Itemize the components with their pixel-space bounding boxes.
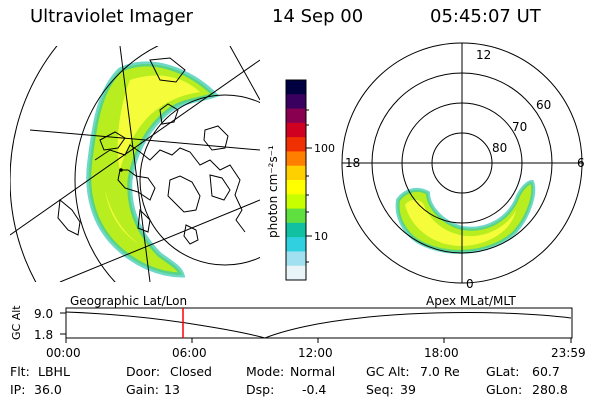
info-glat-label: GLat:	[486, 364, 520, 379]
colorbar: 100 10 photon cm⁻²s⁻¹	[266, 79, 335, 281]
colorbar-tick-10: 10	[314, 230, 328, 243]
colorbar-stripe	[286, 251, 306, 267]
info-seq-label: Seq:	[366, 382, 394, 397]
timeline-xtick-1800: 18:00	[424, 346, 459, 360]
info-gcalt-label: GC Alt:	[366, 364, 410, 379]
colorbar-stripe	[286, 180, 306, 195]
mlt-12-label: 12	[476, 48, 491, 62]
info-dsp-label: Dsp:	[246, 382, 275, 397]
timeline-xtick-1200: 12:00	[298, 346, 333, 360]
info-door-label: Door:	[126, 364, 161, 379]
mlat-70-label: 70	[512, 120, 527, 134]
info-ip-label: IP:	[10, 382, 26, 397]
info-flt-label: Flt:	[10, 364, 30, 379]
info-flt-value: LBHL	[38, 364, 70, 379]
altitude-timeline: GC Alt 9.0 1.8 00:00 06:00 12:00 18:00 2…	[10, 305, 586, 360]
colorbar-unit-label: photon cm⁻²s⁻¹	[266, 145, 280, 238]
date-label: 14 Sep 00	[272, 6, 364, 27]
info-mode-label: Mode:	[246, 364, 285, 379]
colorbar-stripe	[286, 151, 306, 167]
colorbar-tick-100: 100	[314, 142, 335, 155]
info-gcalt-value: 7.0 Re	[420, 364, 460, 379]
colorbar-stripe	[286, 208, 306, 224]
colorbar-stripe	[286, 237, 306, 252]
timeline-ytick-9: 9.0	[34, 307, 53, 321]
info-dsp-value: -0.4	[302, 382, 327, 397]
colorbar-stripe	[286, 265, 306, 281]
info-door-value: Closed	[170, 364, 212, 379]
info-ip-value: 36.0	[34, 382, 62, 397]
timeline-ytick-1-8: 1.8	[34, 328, 53, 342]
timeline-xtick-2359: 23:59	[551, 346, 586, 360]
timeline-ylabel: GC Alt	[10, 305, 23, 340]
altitude-curve	[65, 311, 572, 339]
apex-caption: Apex MLat/MLT	[426, 294, 516, 308]
polar-plot: 12 18 6 0 60 70 80	[341, 42, 585, 291]
mlat-80-label: 80	[492, 141, 507, 155]
mlt-0-label: 0	[466, 277, 474, 291]
info-glon-value: 280.8	[532, 382, 568, 397]
time-label: 05:45:07 UT	[430, 6, 541, 27]
colorbar-stripe	[286, 194, 306, 210]
timeline-xtick-0600: 06:00	[172, 346, 207, 360]
colorbar-stripe	[286, 222, 306, 238]
mlt-18-label: 18	[345, 156, 360, 170]
colorbar-stripe	[286, 122, 306, 138]
mlt-6-label: 6	[577, 156, 585, 170]
info-mode-value: Normal	[290, 364, 336, 379]
colorbar-stripe	[286, 137, 306, 152]
colorbar-stripe	[286, 94, 306, 110]
geo-caption: Geographic Lat/Lon	[70, 294, 187, 308]
info-gain-value: 13	[164, 382, 180, 397]
info-gain-label: Gain:	[126, 382, 159, 397]
info-glon-label: GLon:	[486, 382, 523, 397]
colorbar-gradient	[286, 80, 306, 281]
colorbar-stripe	[286, 80, 306, 95]
info-glat-value: 60.7	[532, 364, 560, 379]
colorbar-stripe	[286, 108, 306, 124]
colorbar-stripe	[286, 165, 306, 181]
timeline-xtick-0000: 00:00	[46, 346, 81, 360]
mlat-60-label: 60	[536, 98, 551, 112]
geographic-map	[10, 46, 260, 282]
instrument-title: Ultraviolet Imager	[30, 6, 193, 27]
info-seq-value: 39	[400, 382, 416, 397]
